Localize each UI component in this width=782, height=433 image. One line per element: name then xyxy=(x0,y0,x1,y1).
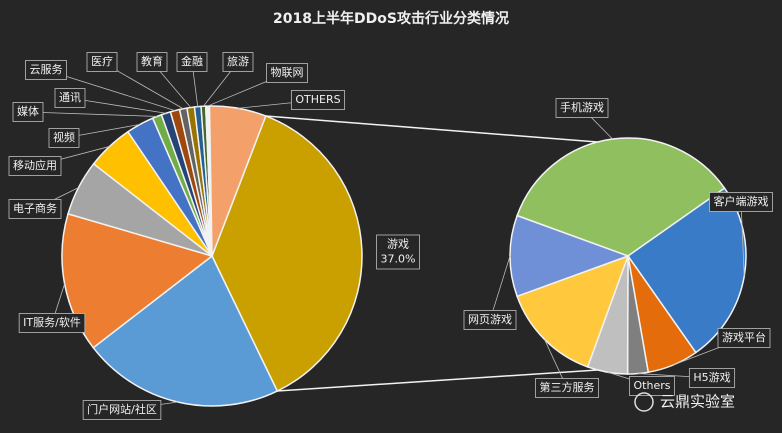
label-box xyxy=(266,63,308,83)
connector-line xyxy=(277,369,598,392)
label-box xyxy=(86,52,118,72)
data-label: 通讯 xyxy=(54,88,86,108)
data-label: Others xyxy=(629,376,675,396)
data-label: 客户端游戏 xyxy=(709,192,773,212)
category-label: 医疗 xyxy=(91,54,113,68)
watermark-text: 云鼎实验室 xyxy=(660,393,735,411)
label-box xyxy=(535,378,599,398)
category-label: OTHERS xyxy=(295,93,340,106)
category-label: IT服务/软件 xyxy=(23,315,81,329)
label-box xyxy=(48,128,80,148)
data-label: 手机游戏 xyxy=(555,98,609,118)
category-label: 金融 xyxy=(181,54,203,68)
data-label: 第三方服务 xyxy=(535,378,599,398)
label-box xyxy=(290,90,346,110)
category-label: 客户端游戏 xyxy=(714,194,769,208)
category-label: 移动应用 xyxy=(13,158,57,172)
data-label: 网页游戏 xyxy=(463,310,517,330)
label-box xyxy=(54,88,86,108)
label-box xyxy=(136,52,168,72)
category-label: 电子商务 xyxy=(13,201,57,215)
label-box xyxy=(176,52,208,72)
category-label: 第三方服务 xyxy=(540,380,595,394)
data-label: 视频 xyxy=(48,128,80,148)
label-box xyxy=(18,313,86,333)
data-label: 医疗 xyxy=(86,52,118,72)
label-box xyxy=(12,102,44,122)
label-box xyxy=(8,199,62,219)
category-label: 通讯 xyxy=(59,91,81,104)
label-box xyxy=(688,368,736,388)
leader-line xyxy=(27,111,158,117)
label-box xyxy=(25,60,67,80)
label-box xyxy=(463,310,517,330)
data-label: 门户网站/社区 xyxy=(82,400,162,420)
leader-line xyxy=(489,255,511,321)
data-label: IT服务/软件 xyxy=(18,313,86,333)
category-label: 媒体 xyxy=(17,104,39,118)
label-box xyxy=(376,234,420,270)
value-label: 37.0% xyxy=(381,253,416,266)
data-label: H5游戏 xyxy=(688,368,736,388)
leader-line xyxy=(740,201,745,277)
category-label: 游戏 xyxy=(387,238,409,251)
category-label: 物联网 xyxy=(271,65,304,79)
data-label: 移动应用 xyxy=(8,156,62,176)
category-label: 门户网站/社区 xyxy=(87,402,157,416)
pie-slice xyxy=(92,254,279,407)
chart-title: 2018上半年DDoS攻击行业分类情况 xyxy=(273,10,509,27)
label-box xyxy=(82,400,162,420)
pie-slice xyxy=(208,105,267,257)
pie-slice xyxy=(211,114,363,393)
connector-line xyxy=(265,115,598,143)
data-label: 媒体 xyxy=(12,102,44,122)
category-label: 云服务 xyxy=(30,63,63,76)
label-box xyxy=(222,52,254,72)
data-label: 金融 xyxy=(176,52,208,72)
label-box xyxy=(629,376,675,396)
label-box xyxy=(8,156,62,176)
label-box xyxy=(555,98,609,118)
category-label: 网页游戏 xyxy=(468,313,512,326)
leader-line xyxy=(69,97,167,114)
watermark-icon xyxy=(634,392,654,412)
category-label: Others xyxy=(634,379,671,392)
data-label: 游戏 37.0% xyxy=(376,234,420,270)
data-label: 物联网 xyxy=(266,63,308,83)
data-label: 旅游 xyxy=(222,52,254,72)
leader-line xyxy=(45,69,176,112)
pie-slice xyxy=(516,137,726,257)
label-box xyxy=(709,192,773,212)
data-label: 教育 xyxy=(136,52,168,72)
category-label: H5游戏 xyxy=(693,371,730,384)
data-label: 电子商务 xyxy=(8,199,62,219)
watermark: 云鼎实验室 xyxy=(634,392,735,412)
category-label: 教育 xyxy=(141,54,163,68)
category-label: 游戏平台 xyxy=(722,330,766,344)
category-label: 旅游 xyxy=(227,54,249,68)
data-label: 云服务 xyxy=(25,60,67,80)
data-label: 游戏平台 xyxy=(717,328,771,348)
label-box xyxy=(717,328,771,348)
category-label: 视频 xyxy=(53,130,75,144)
data-label: OTHERS xyxy=(290,90,346,110)
category-label: 手机游戏 xyxy=(560,100,604,114)
